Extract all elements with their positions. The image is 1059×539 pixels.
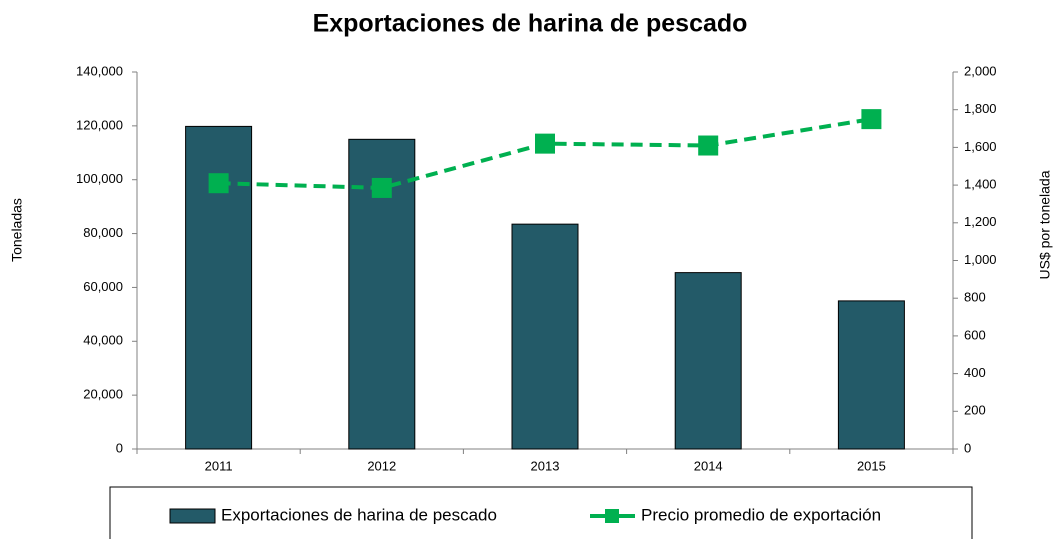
- y-tick-label: 40,000: [83, 333, 123, 348]
- legend-swatch: [169, 508, 216, 524]
- y2-axis-label: US$ por tonelada: [1037, 170, 1053, 279]
- y2-tick-label: 600: [964, 327, 986, 342]
- y2-tick-label: 1,800: [964, 101, 997, 116]
- marker: [698, 135, 719, 156]
- y2-tick-label: 1,200: [964, 214, 997, 229]
- legend-box: [109, 486, 973, 539]
- y2-tick-label: 400: [964, 365, 986, 380]
- chart-title: Exportaciones de harina de pescado: [313, 10, 748, 38]
- legend-label: Exportaciones de harina de pescado: [221, 505, 497, 524]
- y2-tick-label: 1,400: [964, 177, 997, 192]
- marker: [535, 133, 555, 154]
- y-tick-label: 60,000: [83, 279, 123, 294]
- y-tick-label: 80,000: [83, 225, 123, 240]
- y2-tick-label: 2,000: [964, 63, 997, 78]
- y-tick-label: 0: [116, 440, 123, 455]
- x-tick-label: 2014: [694, 458, 723, 473]
- marker: [371, 177, 392, 198]
- legend-label: Precio promedio de exportación: [641, 505, 881, 524]
- bar: [511, 223, 579, 450]
- x-tick-label: 2015: [857, 458, 886, 473]
- y-tick-label: 20,000: [83, 387, 123, 402]
- bar: [837, 300, 905, 450]
- y2-tick-label: 1,600: [964, 139, 997, 154]
- legend-swatch: [605, 509, 619, 523]
- x-tick-label: 2012: [367, 458, 396, 473]
- marker: [861, 109, 882, 130]
- y2-tick-label: 200: [964, 403, 986, 418]
- y-tick-label: 120,000: [76, 117, 123, 132]
- y2-tick-label: 800: [964, 290, 986, 305]
- marker: [208, 173, 229, 194]
- y-tick-label: 140,000: [76, 63, 123, 78]
- x-tick-label: 2013: [531, 458, 560, 473]
- y-axis-label: Toneladas: [9, 198, 25, 262]
- y-tick-label: 100,000: [76, 171, 123, 186]
- x-tick-label: 2011: [205, 458, 233, 473]
- y2-tick-label: 0: [964, 440, 971, 455]
- y2-tick-label: 1,000: [964, 252, 997, 267]
- bar: [674, 272, 742, 450]
